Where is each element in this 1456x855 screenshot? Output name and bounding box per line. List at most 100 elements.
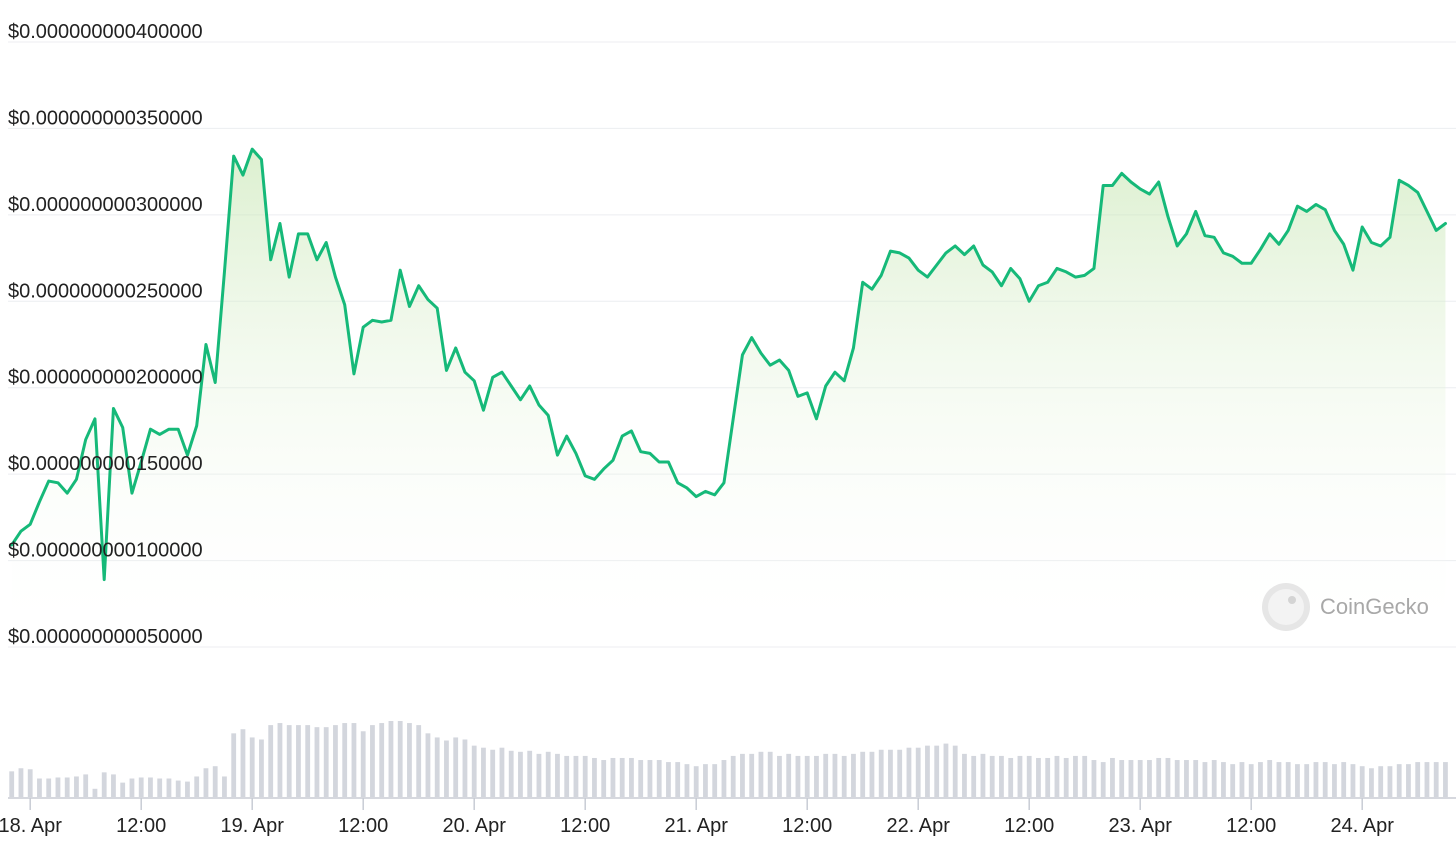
labels: $0.000000000400000 $0.000000000350000 $0.0… bbox=[0, 21, 1394, 837]
volume-bar bbox=[444, 740, 449, 797]
watermark-text: CoinGecko bbox=[1320, 594, 1429, 619]
y-tick-label: $0.000000000100000 bbox=[8, 540, 203, 562]
volume-bar bbox=[610, 757, 616, 797]
x-tick-label: 23. Apr bbox=[1109, 815, 1173, 837]
volume-bar bbox=[508, 750, 514, 797]
volume-bar bbox=[1165, 757, 1171, 797]
x-tick-label: 24. Apr bbox=[1331, 815, 1395, 837]
volume-bar bbox=[915, 747, 921, 797]
volume-bar bbox=[1008, 757, 1014, 797]
volume-bar bbox=[869, 751, 875, 797]
volume-bar bbox=[166, 778, 172, 797]
volume-bar bbox=[490, 749, 496, 797]
volume-bar bbox=[952, 745, 958, 797]
volume-bar bbox=[1443, 762, 1448, 797]
volume-bar bbox=[1091, 760, 1097, 797]
volume-bar bbox=[46, 778, 52, 797]
volume-bar bbox=[1350, 764, 1356, 797]
volume-bar bbox=[222, 776, 227, 797]
volume-bar bbox=[1073, 755, 1078, 797]
y-tick-label: $0.000000000200000 bbox=[8, 367, 203, 389]
volume-bar bbox=[1063, 757, 1069, 797]
volume-bar bbox=[471, 745, 477, 797]
volume-bar bbox=[240, 729, 246, 797]
x-tick-label: 21. Apr bbox=[665, 815, 729, 837]
volume-bar bbox=[1415, 762, 1421, 797]
watermark-logo-inner bbox=[1268, 589, 1304, 625]
volume-bar bbox=[1128, 760, 1134, 797]
volume-bar bbox=[925, 745, 930, 797]
volume-bar bbox=[379, 723, 385, 797]
volume-bar bbox=[758, 751, 764, 797]
x-tick-label: 18. Apr bbox=[0, 815, 62, 837]
volume-bar bbox=[675, 762, 681, 797]
volume-bar bbox=[1378, 766, 1384, 797]
volume-bar bbox=[55, 777, 61, 797]
volume-bar bbox=[1406, 764, 1411, 797]
volume-bar bbox=[37, 778, 42, 797]
volume-bar bbox=[545, 751, 551, 797]
volume-bar bbox=[342, 723, 348, 797]
volume-bar bbox=[425, 733, 431, 797]
volume-bar bbox=[1387, 766, 1393, 797]
volume-bar bbox=[296, 725, 301, 797]
volume-bar bbox=[1285, 762, 1291, 797]
volume-bar bbox=[9, 771, 15, 797]
volume-bar bbox=[64, 777, 70, 797]
x-tick-label: 20. Apr bbox=[443, 815, 507, 837]
volume-bar bbox=[999, 755, 1004, 797]
x-tick-label: 12:00 bbox=[560, 815, 610, 837]
volume-bar bbox=[1276, 762, 1282, 797]
volume-bar bbox=[1341, 762, 1347, 797]
volume-bar bbox=[1119, 760, 1125, 797]
volume-bar bbox=[592, 757, 597, 797]
volume-bar bbox=[92, 788, 98, 797]
volume-bar bbox=[721, 760, 727, 797]
volume-bar bbox=[499, 747, 505, 797]
volume-bar bbox=[120, 782, 126, 797]
volume-bar bbox=[1193, 760, 1199, 797]
volume-bar bbox=[138, 777, 144, 797]
volume-bar bbox=[1369, 768, 1374, 797]
y-tick-label: $0.000000000150000 bbox=[8, 453, 203, 475]
y-tick-label: $0.000000000350000 bbox=[8, 107, 203, 129]
volume-bar bbox=[305, 725, 311, 797]
x-tick-label: 19. Apr bbox=[221, 815, 285, 837]
volume-bar bbox=[564, 755, 570, 797]
volume-bar bbox=[1304, 764, 1310, 797]
volume-bar bbox=[1322, 762, 1328, 797]
volume-bar bbox=[185, 781, 190, 797]
volume-bar bbox=[777, 755, 782, 797]
volume-bar bbox=[1359, 766, 1365, 797]
x-tick-label: 22. Apr bbox=[887, 815, 951, 837]
volume-bar bbox=[129, 778, 135, 797]
area bbox=[11, 149, 1446, 648]
volume-bar bbox=[286, 725, 292, 797]
area-layer bbox=[11, 149, 1446, 648]
volume-bar bbox=[1239, 762, 1245, 797]
volume-bar bbox=[1221, 762, 1226, 797]
volume-bar bbox=[906, 747, 912, 797]
watermark: CoinGecko bbox=[1262, 583, 1429, 631]
x-tick-label: 12:00 bbox=[116, 815, 166, 837]
volume-bar bbox=[1295, 764, 1300, 797]
volume-bar bbox=[629, 757, 634, 797]
x-tick-label: 12:00 bbox=[1226, 815, 1276, 837]
volume-bar bbox=[786, 753, 792, 797]
volume-bar bbox=[1036, 757, 1041, 797]
volume-bar bbox=[841, 755, 847, 797]
volume-bar bbox=[1100, 762, 1106, 797]
volume-bar bbox=[1082, 755, 1088, 797]
volume-bar bbox=[481, 747, 486, 797]
volume-bar bbox=[453, 737, 459, 797]
volume-bar bbox=[814, 755, 819, 797]
volume-bar bbox=[416, 725, 422, 797]
volume-bar bbox=[268, 725, 274, 797]
volume-bar bbox=[360, 731, 366, 797]
volume-bar bbox=[27, 769, 33, 797]
volume-bar bbox=[462, 739, 468, 797]
volume-bar bbox=[989, 755, 995, 797]
x-tick-label: 12:00 bbox=[338, 815, 388, 837]
volume-bar bbox=[18, 768, 24, 797]
